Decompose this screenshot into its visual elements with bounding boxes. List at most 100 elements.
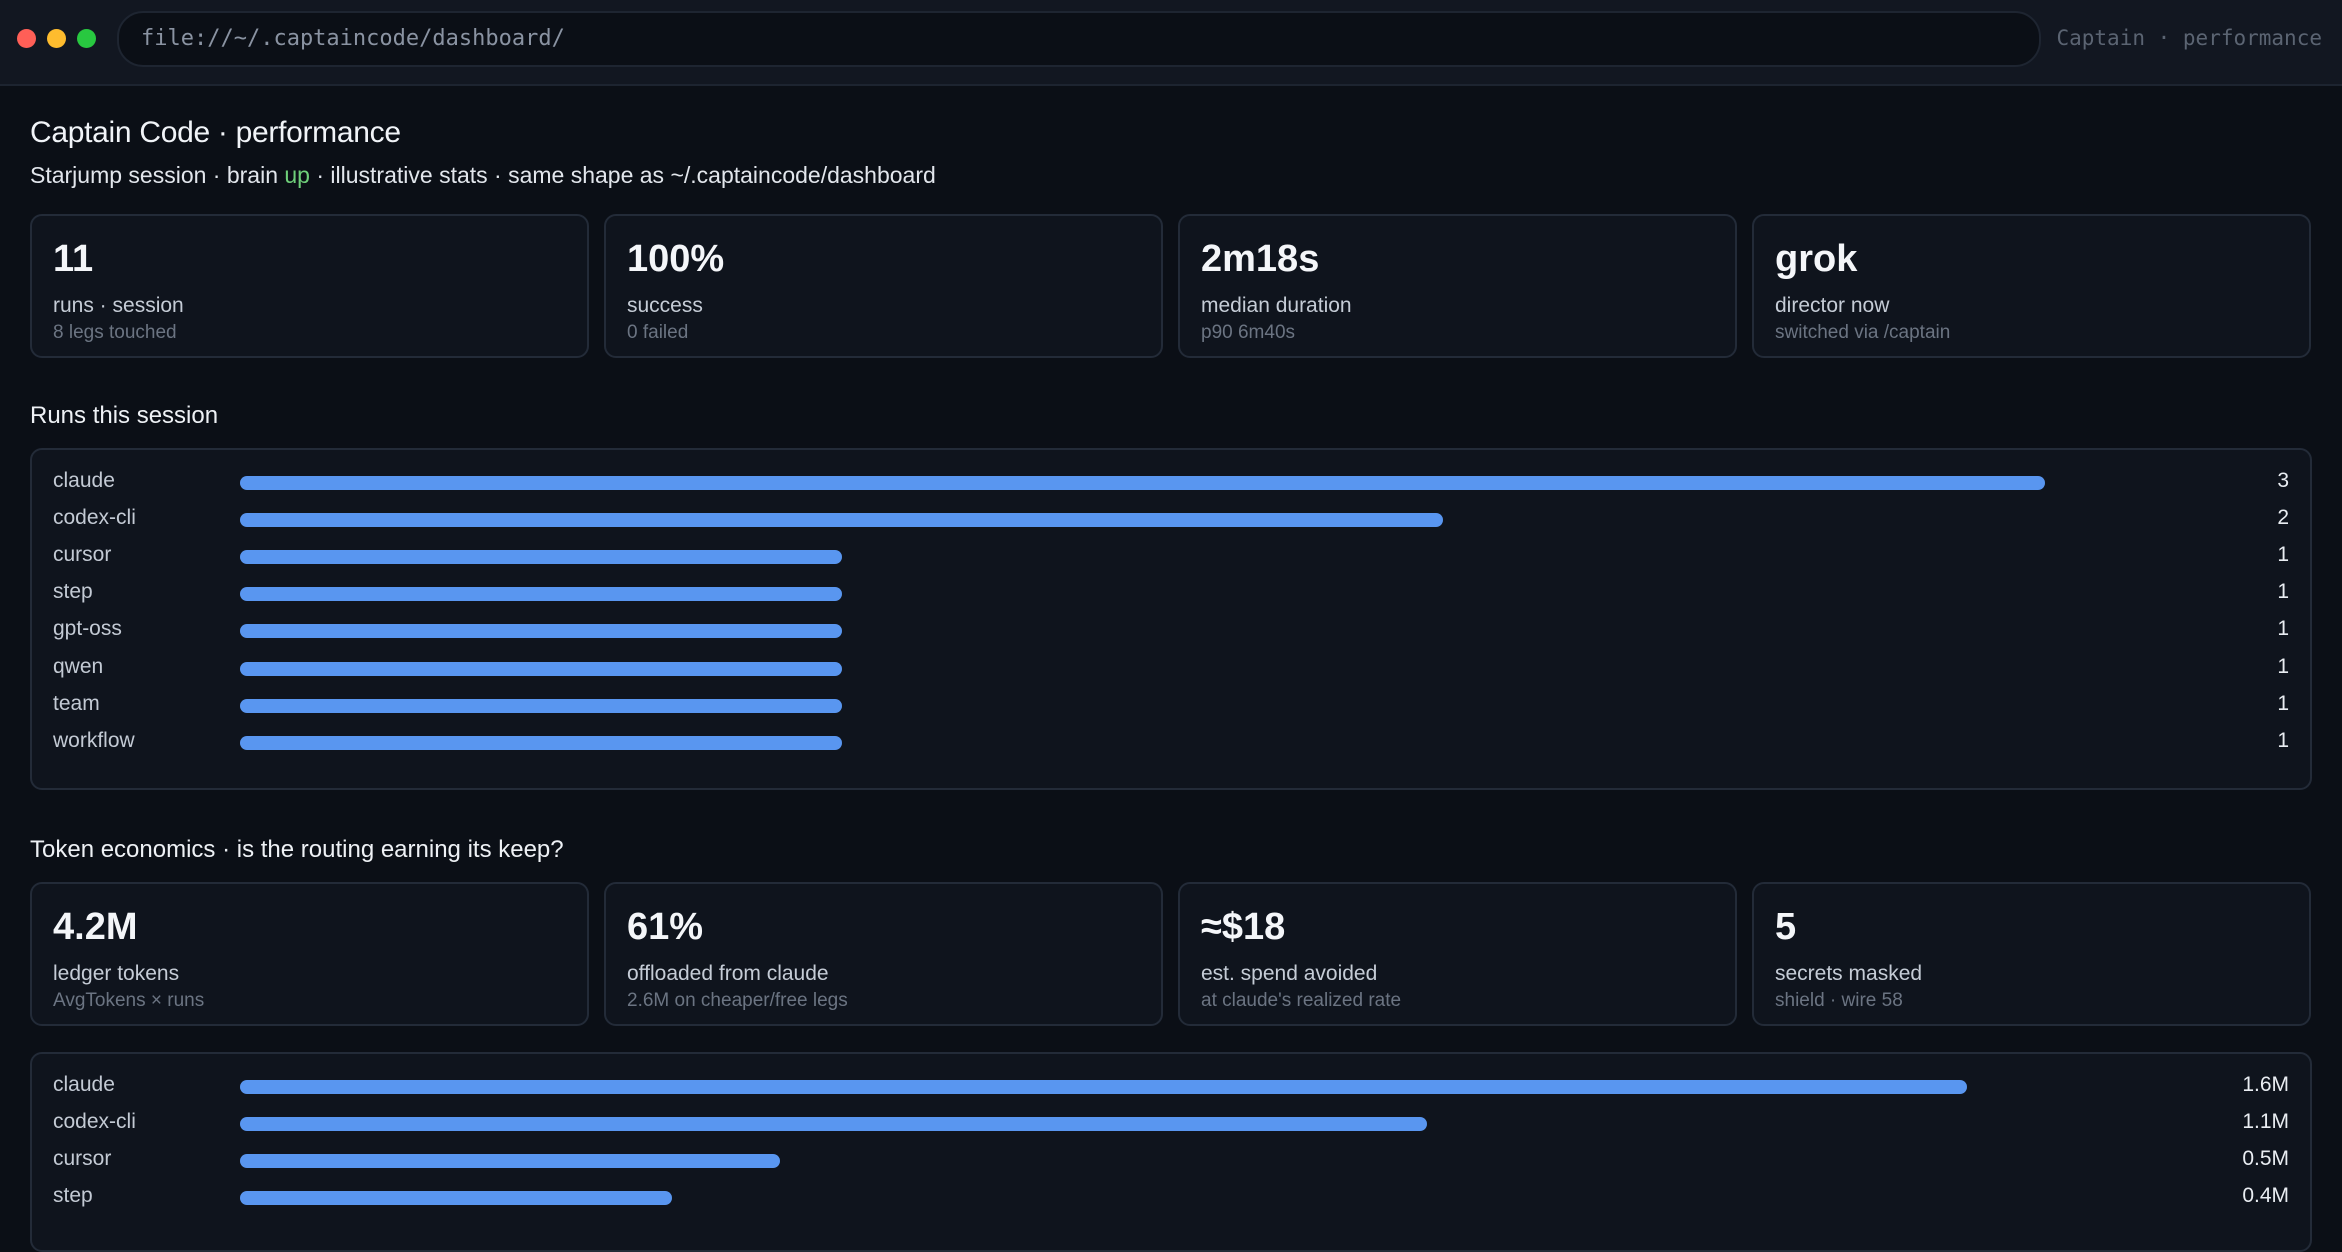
bar-row-workflow: workflow 1 [32, 724, 2310, 761]
bar-track [240, 1080, 2045, 1094]
stat-value: 2m18s [1201, 238, 1320, 280]
runs-section-title: Runs this session [30, 402, 219, 429]
stat-label: ledger tokens [53, 962, 180, 985]
bar-row-cursor: cursor 1 [32, 538, 2310, 575]
stat-label: est. spend avoided [1201, 962, 1378, 985]
bar-track [240, 735, 2045, 750]
bar-track [240, 1117, 2045, 1132]
bar-track [240, 476, 2045, 490]
bar-label: codex-cli [53, 506, 136, 530]
bar-value: 1 [2277, 543, 2289, 567]
stat-value: ≈$18 [1201, 906, 1286, 948]
bar-value: 1.1M [2242, 1110, 2289, 1134]
stat-label: success [627, 294, 703, 317]
bar-value: 2 [2277, 506, 2289, 530]
bar-row-claude: claude 1.6M [32, 1068, 2310, 1105]
stat-value: 11 [53, 238, 94, 280]
stat-card-spend-avoided: ≈$18 est. spend avoided at claude's real… [1178, 882, 1737, 1026]
bar-value: 0.4M [2242, 1184, 2289, 1208]
bar-step [240, 1191, 672, 1206]
bar-codex-cli [240, 513, 1443, 528]
stat-sub: 2.6M on cheaper/free legs [627, 990, 848, 1011]
bar-label: step [53, 580, 93, 604]
stat-label: runs · session [53, 294, 184, 317]
bar-gpt-oss [240, 624, 842, 639]
session-stats: 11 runs · session 8 legs touched 100% su… [30, 214, 2312, 358]
stat-card-director: grok director now switched via /captain [1752, 214, 2311, 358]
bar-qwen [240, 661, 842, 676]
stat-label: director now [1775, 294, 1890, 317]
bar-label: cursor [53, 543, 112, 567]
stat-sub: shield · wire 58 [1775, 990, 1903, 1011]
bar-row-step: step 0.4M [32, 1179, 2310, 1216]
bar-step [240, 587, 842, 602]
minimize-window-button[interactable] [47, 29, 66, 48]
bar-row-codex-cli: codex-cli 1.1M [32, 1105, 2310, 1142]
brain-status: up [284, 162, 310, 188]
bar-row-gpt-oss: gpt-oss 1 [32, 612, 2310, 649]
bar-claude [240, 1080, 1967, 1094]
bar-value: 0.5M [2242, 1147, 2289, 1171]
stat-sub: 8 legs touched [53, 322, 177, 343]
bar-track [240, 1191, 2045, 1206]
bar-row-claude: claude 3 [32, 464, 2310, 501]
close-window-button[interactable] [17, 29, 36, 48]
bar-label: qwen [53, 654, 104, 678]
bar-value: 1.6M [2242, 1073, 2289, 1096]
page-subtitle: Starjump session · brain up · illustrati… [30, 162, 936, 189]
subtitle-prefix: Starjump session · brain [30, 162, 285, 188]
stat-value: 4.2M [53, 906, 138, 948]
bar-value: 1 [2277, 580, 2289, 604]
stat-sub: switched via /captain [1775, 322, 1951, 343]
stat-label: secrets masked [1775, 962, 1923, 985]
bar-value: 1 [2277, 728, 2289, 752]
bar-label: codex-cli [53, 1110, 136, 1134]
stat-card-offloaded: 61% offloaded from claude 2.6M on cheape… [604, 882, 1163, 1026]
maximize-window-button[interactable] [77, 29, 96, 48]
stat-card-success: 100% success 0 failed [604, 214, 1163, 358]
bar-codex-cli [240, 1117, 1427, 1132]
page-title: Captain Code · performance [30, 116, 401, 149]
bar-label: cursor [53, 1147, 112, 1171]
bar-value: 3 [2277, 469, 2289, 492]
bar-row-qwen: qwen 1 [32, 650, 2310, 687]
stat-sub: at claude's realized rate [1201, 990, 1402, 1011]
stat-card-ledger-tokens: 4.2M ledger tokens AvgTokens × runs [30, 882, 589, 1026]
stat-sub: 0 failed [627, 322, 689, 343]
bar-row-cursor: cursor 0.5M [32, 1142, 2310, 1179]
bar-value: 1 [2277, 617, 2289, 641]
bar-track [240, 698, 2045, 713]
subtitle-suffix: · illustrative stats · same shape as ~/.… [309, 162, 936, 188]
bar-track [240, 550, 2045, 565]
bar-value: 1 [2277, 691, 2289, 715]
bar-track [240, 587, 2045, 602]
stat-value: 5 [1775, 906, 1797, 948]
stat-label: offloaded from claude [627, 962, 829, 985]
bar-team [240, 698, 842, 713]
stat-value: grok [1775, 238, 1858, 280]
token-stats: 4.2M ledger tokens AvgTokens × runs 61% … [30, 882, 2312, 1026]
stat-card-runs: 11 runs · session 8 legs touched [30, 214, 589, 358]
runs-bar-chart: claude 3 codex-cli 2 cursor 1 step 1 gpt-oss 1 qwe… [30, 448, 2312, 790]
stat-label: median duration [1201, 294, 1352, 317]
bar-label: team [53, 691, 100, 715]
bar-row-step: step 1 [32, 575, 2310, 612]
stat-sub: p90 6m40s [1201, 322, 1296, 343]
stat-value: 100% [627, 238, 725, 280]
bar-label: claude [53, 469, 115, 492]
window-title: Captain · performance [2056, 26, 2322, 50]
stat-card-secrets-masked: 5 secrets masked shield · wire 58 [1752, 882, 2311, 1026]
bar-claude [240, 476, 2045, 490]
address-bar[interactable]: file://~/.captaincode/dashboard/ [117, 11, 2041, 67]
bar-label: step [53, 1184, 93, 1208]
bar-value: 1 [2277, 654, 2289, 678]
bar-track [240, 624, 2045, 639]
bar-cursor [240, 1154, 780, 1169]
stat-value: 61% [627, 906, 704, 948]
bar-label: gpt-oss [53, 617, 122, 641]
bar-track [240, 513, 2045, 528]
bar-row-codex-cli: codex-cli 2 [32, 501, 2310, 538]
bar-cursor [240, 550, 842, 565]
bar-row-team: team 1 [32, 687, 2310, 724]
stat-card-duration: 2m18s median duration p90 6m40s [1178, 214, 1737, 358]
